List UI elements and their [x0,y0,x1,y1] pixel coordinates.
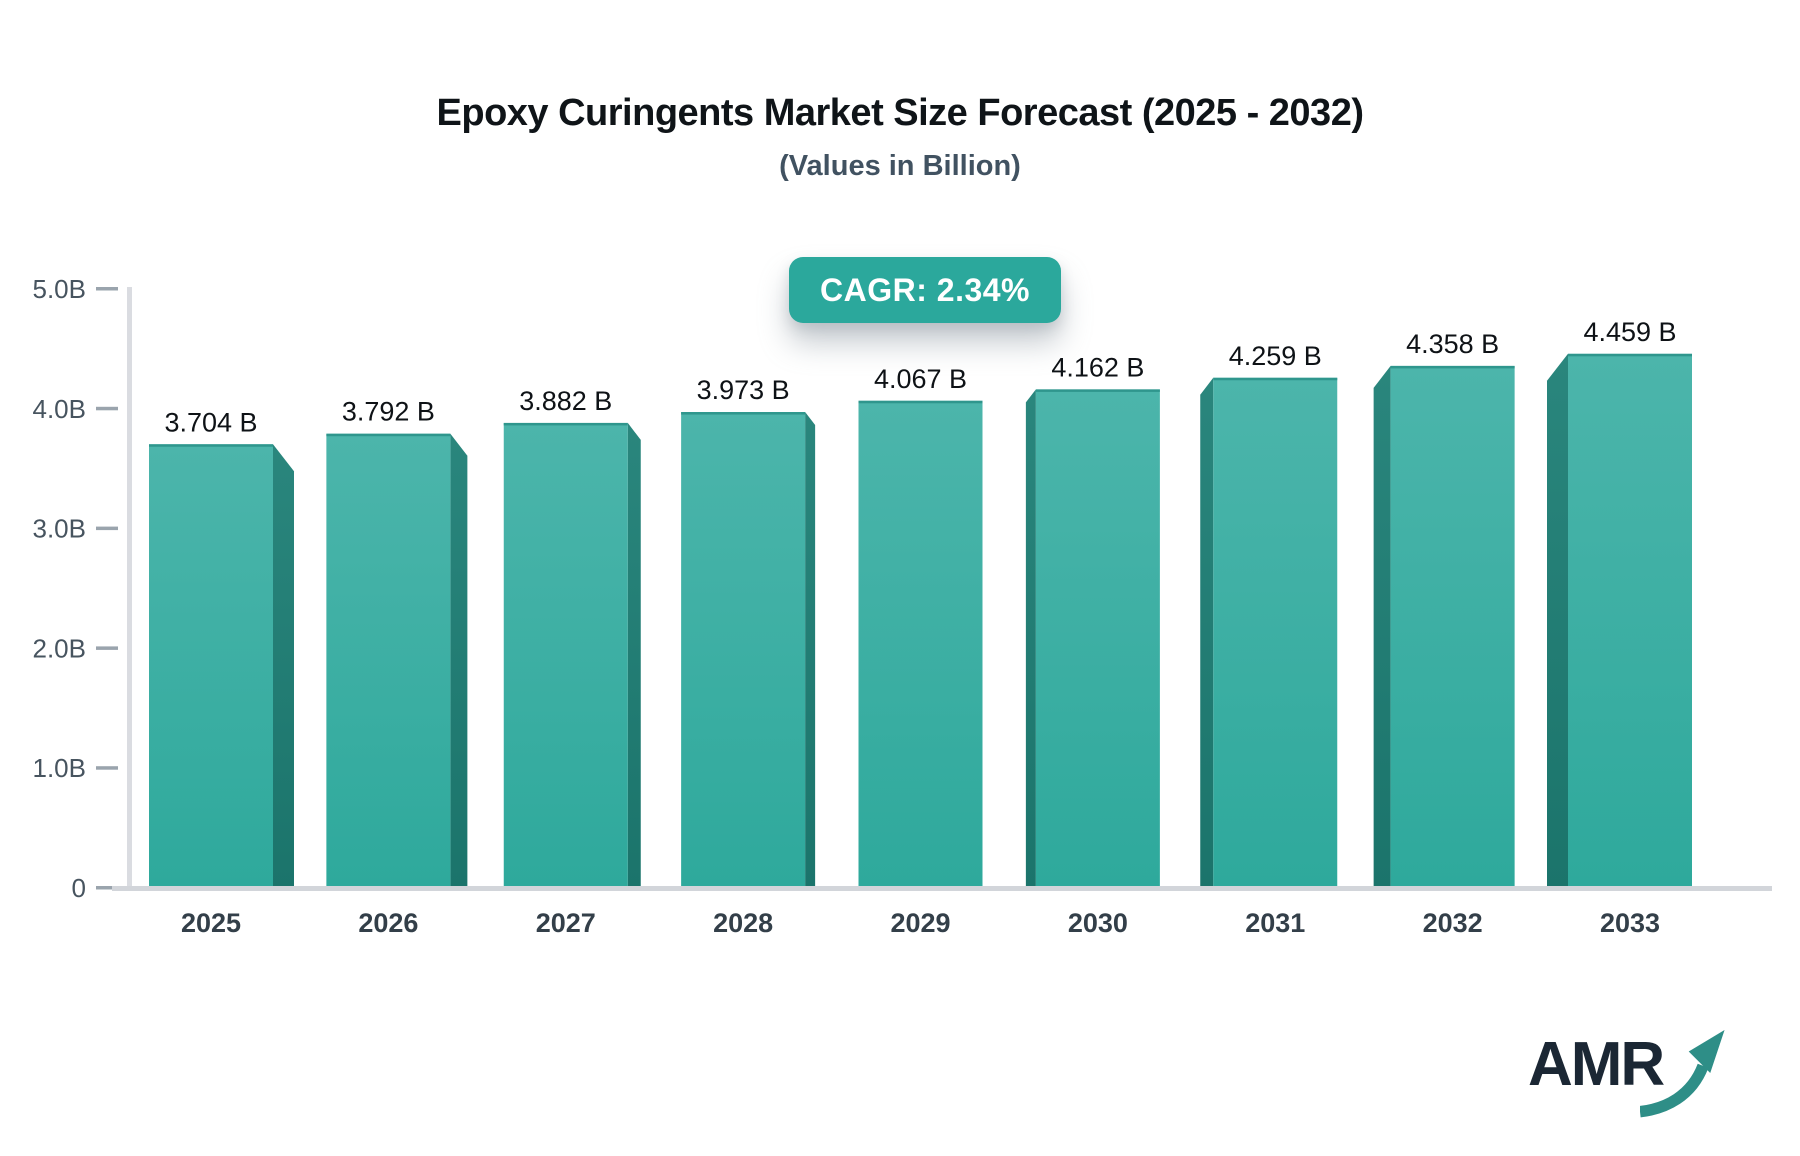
amr-logo-text: AMR [1528,1030,1665,1099]
bar-2027 [503,422,628,888]
chart-title: Epoxy Curingents Market Size Forecast (2… [436,92,1364,134]
y-axis-tick [96,766,118,770]
y-axis-tick-label: 5.0B [33,274,87,304]
x-axis-label-2031: 2031 [1245,908,1305,938]
bar-side-2028 [805,412,816,888]
bar-top-edge-2027 [503,422,628,426]
bar-value-label-2026: 3.792 B [342,397,435,427]
bar-value-label-2028: 3.973 B [697,375,790,405]
bar-side-2031 [1200,377,1214,888]
bar-2029 [858,400,983,888]
bar-value-label-2029: 4.067 B [874,364,967,394]
x-axis-label-2026: 2026 [358,908,418,938]
y-axis-line [127,287,132,890]
x-axis-line [112,886,1772,891]
bar-side-2025 [273,444,294,888]
cagr-badge-label: CAGR: 2.34% [820,271,1030,308]
bar-top-edge-2032 [1390,365,1515,369]
bar-value-label-2027: 3.882 B [519,386,612,416]
bar-side-2032 [1373,365,1391,888]
bar-value-label-2031: 4.259 B [1229,341,1322,371]
bar-2026 [326,433,451,888]
x-axis-label-2029: 2029 [890,908,950,938]
y-axis-tick [96,287,118,291]
bar-top-edge-2030 [1035,389,1160,392]
x-axis-label-2030: 2030 [1068,908,1128,938]
chart-subtitle: (Values in Billion) [779,150,1021,182]
y-axis-tick [96,526,118,531]
y-axis-tick [96,406,118,411]
bar-side-2033 [1547,353,1568,889]
y-axis-tick-label: 4.0B [33,394,87,424]
y-axis-tick-label: 2.0B [33,633,87,663]
bar-2028 [681,412,806,888]
bar-2033 [1568,353,1692,889]
y-axis-tick [96,886,118,890]
x-axis-label-2025: 2025 [181,908,241,938]
x-axis-label-2028: 2028 [713,908,773,938]
bar-top-edge-2031 [1213,377,1338,381]
x-axis-label-2033: 2033 [1600,908,1660,938]
y-axis-tick-label: 1.0B [33,753,87,783]
bar-top-edge-2026 [326,433,451,437]
bar-top-edge-2029 [858,400,983,404]
bar-top-edge-2025 [149,444,273,447]
amr-logo: AMR [1528,1028,1728,1123]
bar-2030 [1035,389,1160,888]
bar-2031 [1213,377,1338,888]
bar-top-edge-2028 [681,412,806,415]
bar-side-2027 [627,422,641,888]
growth-arrow-icon [1640,1030,1725,1118]
bar-2032 [1390,365,1515,888]
x-axis-label-2027: 2027 [536,908,596,938]
y-axis-tick-label: 3.0B [33,514,87,544]
x-axis-label-2032: 2032 [1423,908,1483,938]
bar-value-label-2030: 4.162 B [1051,352,1144,382]
bar-value-label-2032: 4.358 B [1406,329,1499,359]
y-axis-tick [96,646,118,650]
bar-value-label-2025: 3.704 B [164,407,257,437]
bar-top-edge-2033 [1568,353,1692,357]
bar-value-label-2033: 4.459 B [1583,317,1676,347]
y-axis-tick-label: 0 [72,873,86,903]
bar-side-2026 [450,433,468,888]
bar-2025 [149,444,273,888]
bar-side-2030 [1025,389,1036,888]
cagr-badge: CAGR: 2.34% [789,257,1061,323]
plot-area: 0 1.0B 2.0B 3.0B 4.0B 5.0B 3.704 B 2025 3.792 B 2… [33,274,1772,938]
